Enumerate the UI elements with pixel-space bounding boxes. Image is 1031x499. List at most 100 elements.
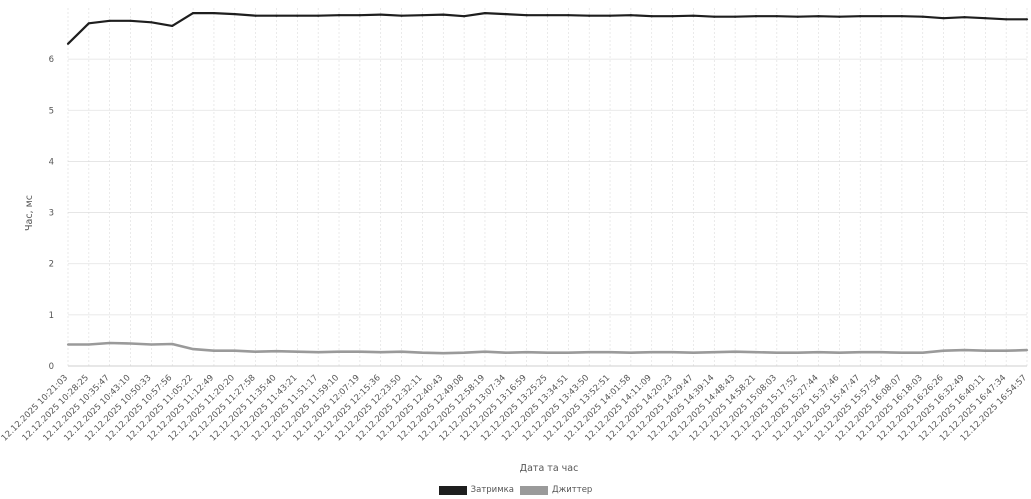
legend-swatch-latency	[438, 485, 467, 495]
legend-item-latency[interactable]: Затримка	[438, 485, 514, 495]
jitter-point	[734, 350, 737, 353]
latency-point	[212, 12, 215, 15]
latency-point	[567, 14, 570, 17]
legend-swatch-jitter	[519, 485, 548, 495]
latency-point	[463, 15, 466, 18]
latency-point	[796, 15, 799, 18]
jitter-point	[921, 351, 924, 354]
latency-point	[1025, 18, 1029, 21]
latency-point	[754, 15, 758, 18]
legend-label-latency: Затримка	[470, 485, 514, 495]
latency-point	[421, 14, 424, 17]
latency-point	[66, 42, 70, 45]
latency-point	[379, 13, 382, 16]
jitter-point	[671, 351, 674, 354]
latency-point	[713, 15, 716, 18]
latency-point	[984, 17, 987, 20]
jitter-point	[900, 351, 904, 354]
latency-point	[254, 14, 257, 17]
jitter-point	[880, 351, 883, 354]
latency-point	[504, 13, 507, 16]
latency-point	[880, 15, 883, 18]
latency-point	[942, 17, 945, 20]
jitter-point	[838, 351, 841, 354]
jitter-point	[66, 343, 70, 346]
latency-point	[525, 14, 528, 17]
y-tick-label: 5	[49, 106, 54, 116]
jitter-point	[504, 351, 507, 354]
chart-legend: Затримка Джиттер	[0, 483, 1031, 497]
latency-point	[963, 16, 966, 19]
latency-point	[171, 24, 174, 27]
latency-point	[296, 14, 299, 17]
y-tick-label: 0	[49, 362, 54, 372]
jitter-point	[192, 348, 195, 351]
y-tick-label: 1	[49, 311, 54, 321]
latency-point	[921, 15, 924, 18]
jitter-point	[942, 349, 945, 352]
latency-point	[275, 14, 278, 17]
latency-point	[692, 14, 695, 17]
latency-point	[150, 21, 153, 24]
latency-point	[192, 12, 195, 15]
jitter-point	[1025, 349, 1029, 352]
jitter-point	[358, 350, 361, 353]
jitter-point	[608, 351, 612, 354]
jitter-point	[859, 351, 862, 354]
jitter-point	[963, 349, 966, 352]
latency-point	[775, 15, 778, 18]
latency-point	[546, 14, 549, 17]
jitter-point	[129, 342, 132, 345]
jitter-point	[463, 351, 466, 354]
jitter-point	[275, 350, 278, 353]
jitter-point	[442, 352, 445, 355]
jitter-point	[379, 351, 382, 354]
latency-point	[317, 14, 320, 17]
latency-point	[671, 15, 674, 18]
jitter-point	[254, 350, 257, 353]
x-axis-title: Дата та час	[520, 463, 579, 474]
jitter-point	[588, 351, 591, 354]
latency-point	[483, 12, 487, 15]
latency-point	[442, 13, 445, 16]
latency-point	[337, 14, 341, 17]
latency-point	[838, 15, 841, 18]
jitter-point	[546, 351, 549, 354]
jitter-point	[212, 349, 215, 352]
latency-point	[400, 14, 403, 17]
jitter-point	[150, 343, 153, 346]
latency-point	[650, 15, 653, 18]
latency-point	[629, 14, 633, 17]
jitter-point	[400, 350, 403, 353]
jitter-point	[692, 351, 695, 354]
jitter-point	[317, 351, 320, 354]
latency-point	[108, 19, 111, 22]
latency-point	[608, 14, 612, 17]
jitter-point	[775, 351, 778, 354]
jitter-point	[87, 343, 90, 346]
jitter-point	[233, 349, 236, 352]
y-tick-label: 6	[49, 55, 54, 65]
jitter-point	[796, 351, 799, 354]
latency-point	[859, 15, 862, 18]
jitter-point	[525, 351, 528, 354]
latency-point	[817, 15, 820, 18]
latency-point	[900, 15, 904, 18]
y-axis-title: Час, мс	[24, 195, 35, 231]
jitter-point	[650, 351, 653, 354]
jitter-point	[754, 351, 758, 354]
jitter-point	[296, 350, 299, 353]
y-tick-label: 3	[49, 209, 54, 219]
jitter-point	[713, 351, 716, 354]
legend-item-jitter[interactable]: Джиттер	[519, 485, 593, 495]
jitter-point	[171, 342, 174, 346]
latency-point	[1005, 18, 1008, 21]
latency-point	[358, 14, 361, 17]
jitter-point	[337, 350, 341, 353]
jitter-point	[108, 341, 111, 345]
jitter-point	[629, 351, 633, 354]
latency-point	[129, 19, 132, 22]
legend-label-jitter: Джиттер	[551, 485, 593, 495]
y-tick-label: 2	[49, 260, 54, 270]
